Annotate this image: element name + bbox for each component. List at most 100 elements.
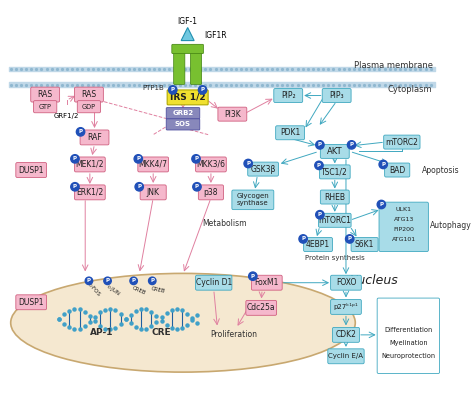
Text: DUSP1: DUSP1	[18, 298, 44, 307]
FancyBboxPatch shape	[34, 101, 57, 113]
Polygon shape	[181, 28, 194, 41]
Text: Glycogen
synthase: Glycogen synthase	[237, 193, 269, 206]
Text: ATG101: ATG101	[392, 237, 416, 243]
FancyBboxPatch shape	[246, 301, 277, 315]
Text: Myelination: Myelination	[389, 340, 428, 346]
Circle shape	[85, 277, 92, 284]
FancyBboxPatch shape	[167, 90, 208, 105]
Text: MKK3/6: MKK3/6	[196, 160, 226, 169]
FancyBboxPatch shape	[332, 327, 359, 342]
FancyBboxPatch shape	[303, 237, 332, 252]
Text: PTP1B: PTP1B	[142, 85, 164, 91]
Circle shape	[346, 235, 354, 243]
FancyBboxPatch shape	[274, 88, 303, 103]
FancyBboxPatch shape	[320, 145, 349, 158]
Text: GRF1/2: GRF1/2	[54, 113, 79, 119]
FancyBboxPatch shape	[80, 130, 109, 145]
Text: PIP₃: PIP₃	[329, 91, 344, 100]
Text: 4EBP1: 4EBP1	[306, 240, 330, 249]
FancyBboxPatch shape	[74, 87, 103, 102]
Text: RAF: RAF	[87, 133, 102, 142]
Text: Differentiation: Differentiation	[384, 327, 432, 333]
Circle shape	[316, 211, 324, 219]
FancyBboxPatch shape	[248, 162, 278, 176]
FancyBboxPatch shape	[140, 185, 166, 200]
Text: ERK1/2: ERK1/2	[76, 188, 103, 197]
Text: GSK3β: GSK3β	[250, 165, 276, 173]
FancyBboxPatch shape	[379, 202, 428, 252]
Circle shape	[192, 155, 200, 163]
Text: CRE: CRE	[152, 327, 172, 337]
FancyBboxPatch shape	[330, 275, 361, 290]
Text: PI3K: PI3K	[224, 110, 241, 118]
Text: P: P	[349, 142, 354, 147]
FancyBboxPatch shape	[330, 299, 361, 314]
Text: CREB: CREB	[150, 286, 165, 294]
Text: P: P	[318, 142, 322, 147]
FancyBboxPatch shape	[319, 165, 350, 179]
Circle shape	[148, 277, 156, 284]
Text: S6K1: S6K1	[355, 240, 374, 249]
Text: FOXO: FOXO	[336, 278, 356, 287]
Text: GTP: GTP	[39, 104, 52, 110]
Circle shape	[71, 155, 79, 163]
Text: mTORC2: mTORC2	[385, 137, 418, 147]
Text: BAD: BAD	[389, 166, 405, 175]
Text: Cytoplasm: Cytoplasm	[388, 85, 433, 94]
FancyBboxPatch shape	[77, 101, 100, 113]
Text: DUSP1: DUSP1	[18, 166, 44, 175]
Text: P: P	[381, 162, 385, 167]
Circle shape	[244, 159, 252, 168]
FancyBboxPatch shape	[383, 135, 420, 149]
FancyBboxPatch shape	[191, 45, 201, 85]
FancyBboxPatch shape	[322, 88, 351, 103]
Text: p38: p38	[204, 188, 218, 197]
Text: Apoptosis: Apoptosis	[422, 166, 460, 175]
FancyBboxPatch shape	[276, 126, 304, 140]
FancyBboxPatch shape	[16, 295, 46, 310]
Text: Metabolism: Metabolism	[203, 218, 247, 228]
Circle shape	[315, 161, 323, 169]
Text: P: P	[251, 274, 255, 279]
Text: SOS: SOS	[175, 121, 191, 128]
Text: Neuroprotection: Neuroprotection	[381, 353, 436, 359]
Text: FIP200: FIP200	[393, 227, 414, 232]
Text: PDK1: PDK1	[280, 128, 300, 137]
Circle shape	[76, 128, 85, 136]
FancyBboxPatch shape	[351, 237, 378, 252]
Text: CREB: CREB	[132, 285, 147, 295]
Text: P: P	[317, 163, 321, 168]
Text: P: P	[195, 184, 199, 189]
FancyBboxPatch shape	[218, 107, 247, 121]
FancyBboxPatch shape	[31, 87, 60, 102]
Circle shape	[347, 141, 356, 149]
Circle shape	[379, 160, 387, 169]
Circle shape	[198, 86, 207, 94]
Text: Proliferation: Proliferation	[211, 330, 258, 339]
Text: P: P	[137, 156, 140, 161]
Text: P: P	[379, 202, 383, 207]
FancyBboxPatch shape	[138, 157, 169, 172]
Circle shape	[299, 235, 307, 243]
Circle shape	[169, 86, 177, 94]
Text: Cyclin D1: Cyclin D1	[196, 278, 232, 287]
Text: GDP: GDP	[82, 104, 96, 110]
Text: c-FOS: c-FOS	[87, 282, 102, 298]
Text: Cdc25a: Cdc25a	[247, 303, 275, 312]
FancyBboxPatch shape	[166, 119, 200, 130]
Text: RAS: RAS	[37, 90, 53, 99]
Text: P: P	[73, 184, 77, 189]
Text: c-JUN: c-JUN	[106, 284, 121, 297]
Text: MEK1/2: MEK1/2	[76, 160, 104, 169]
Circle shape	[249, 272, 257, 280]
Circle shape	[130, 277, 137, 284]
Text: Plasma membrane: Plasma membrane	[354, 61, 433, 70]
Text: Cyclin E/A: Cyclin E/A	[328, 353, 364, 359]
Text: Nucleus: Nucleus	[349, 275, 399, 287]
Text: RHEB: RHEB	[324, 192, 345, 201]
Text: Protein synthesis: Protein synthesis	[305, 254, 365, 261]
Text: p27ᵏ¹ᵖ¹: p27ᵏ¹ᵖ¹	[334, 303, 358, 310]
Text: P: P	[318, 212, 322, 217]
Text: P: P	[348, 237, 352, 241]
FancyBboxPatch shape	[196, 275, 232, 290]
